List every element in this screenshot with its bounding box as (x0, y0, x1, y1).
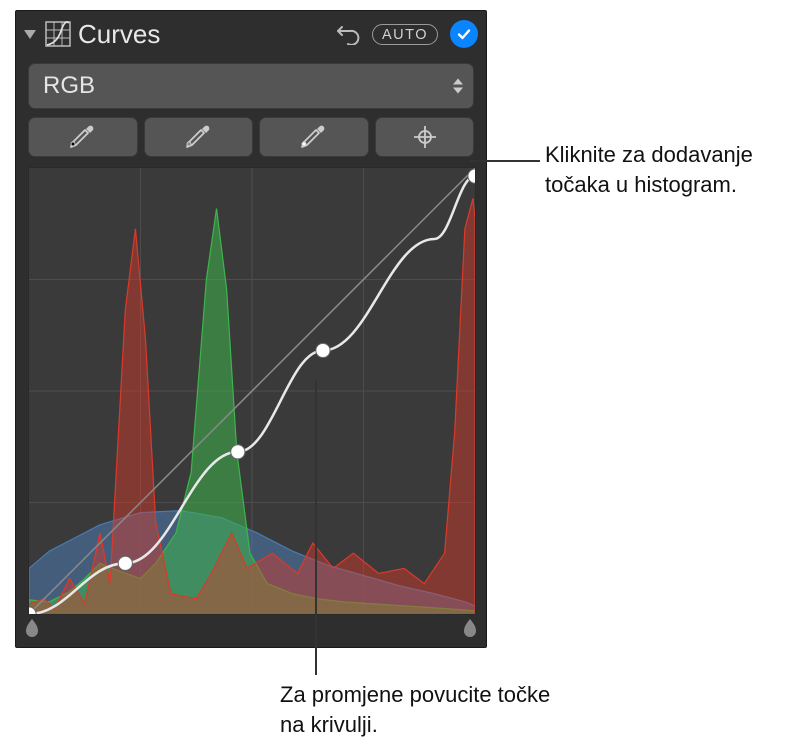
range-sliders (28, 617, 474, 637)
panel-header: Curves AUTO (16, 11, 486, 57)
graph-area (16, 159, 486, 615)
add-point-button[interactable] (375, 117, 474, 157)
tool-row (16, 115, 486, 159)
callout-drag-point: Za promjene povucite točke na krivulji. (280, 680, 580, 739)
callout-leader (470, 160, 540, 162)
eyedropper-gray-button[interactable] (144, 117, 254, 157)
undo-icon[interactable] (336, 23, 360, 45)
eyedropper-black-button[interactable] (28, 117, 138, 157)
channel-row: RGB (16, 57, 486, 115)
channel-label: RGB (43, 72, 95, 100)
curves-panel: Curves AUTO RGB (15, 10, 487, 648)
black-point-handle[interactable] (24, 617, 40, 637)
disclosure-triangle-icon[interactable] (24, 30, 36, 39)
curves-graph[interactable] (28, 167, 476, 615)
callout-add-point: Kliknite za dodavanje točaka u histogram… (545, 140, 785, 199)
curves-icon (44, 20, 72, 48)
callout-leader (315, 380, 317, 675)
eyedropper-white-button[interactable] (259, 117, 369, 157)
white-point-handle[interactable] (462, 617, 478, 637)
enabled-toggle[interactable] (450, 20, 478, 48)
channel-select[interactable]: RGB (28, 63, 474, 109)
panel-title: Curves (78, 19, 330, 50)
chevron-updown-icon (453, 79, 463, 94)
auto-button[interactable]: AUTO (372, 24, 438, 45)
